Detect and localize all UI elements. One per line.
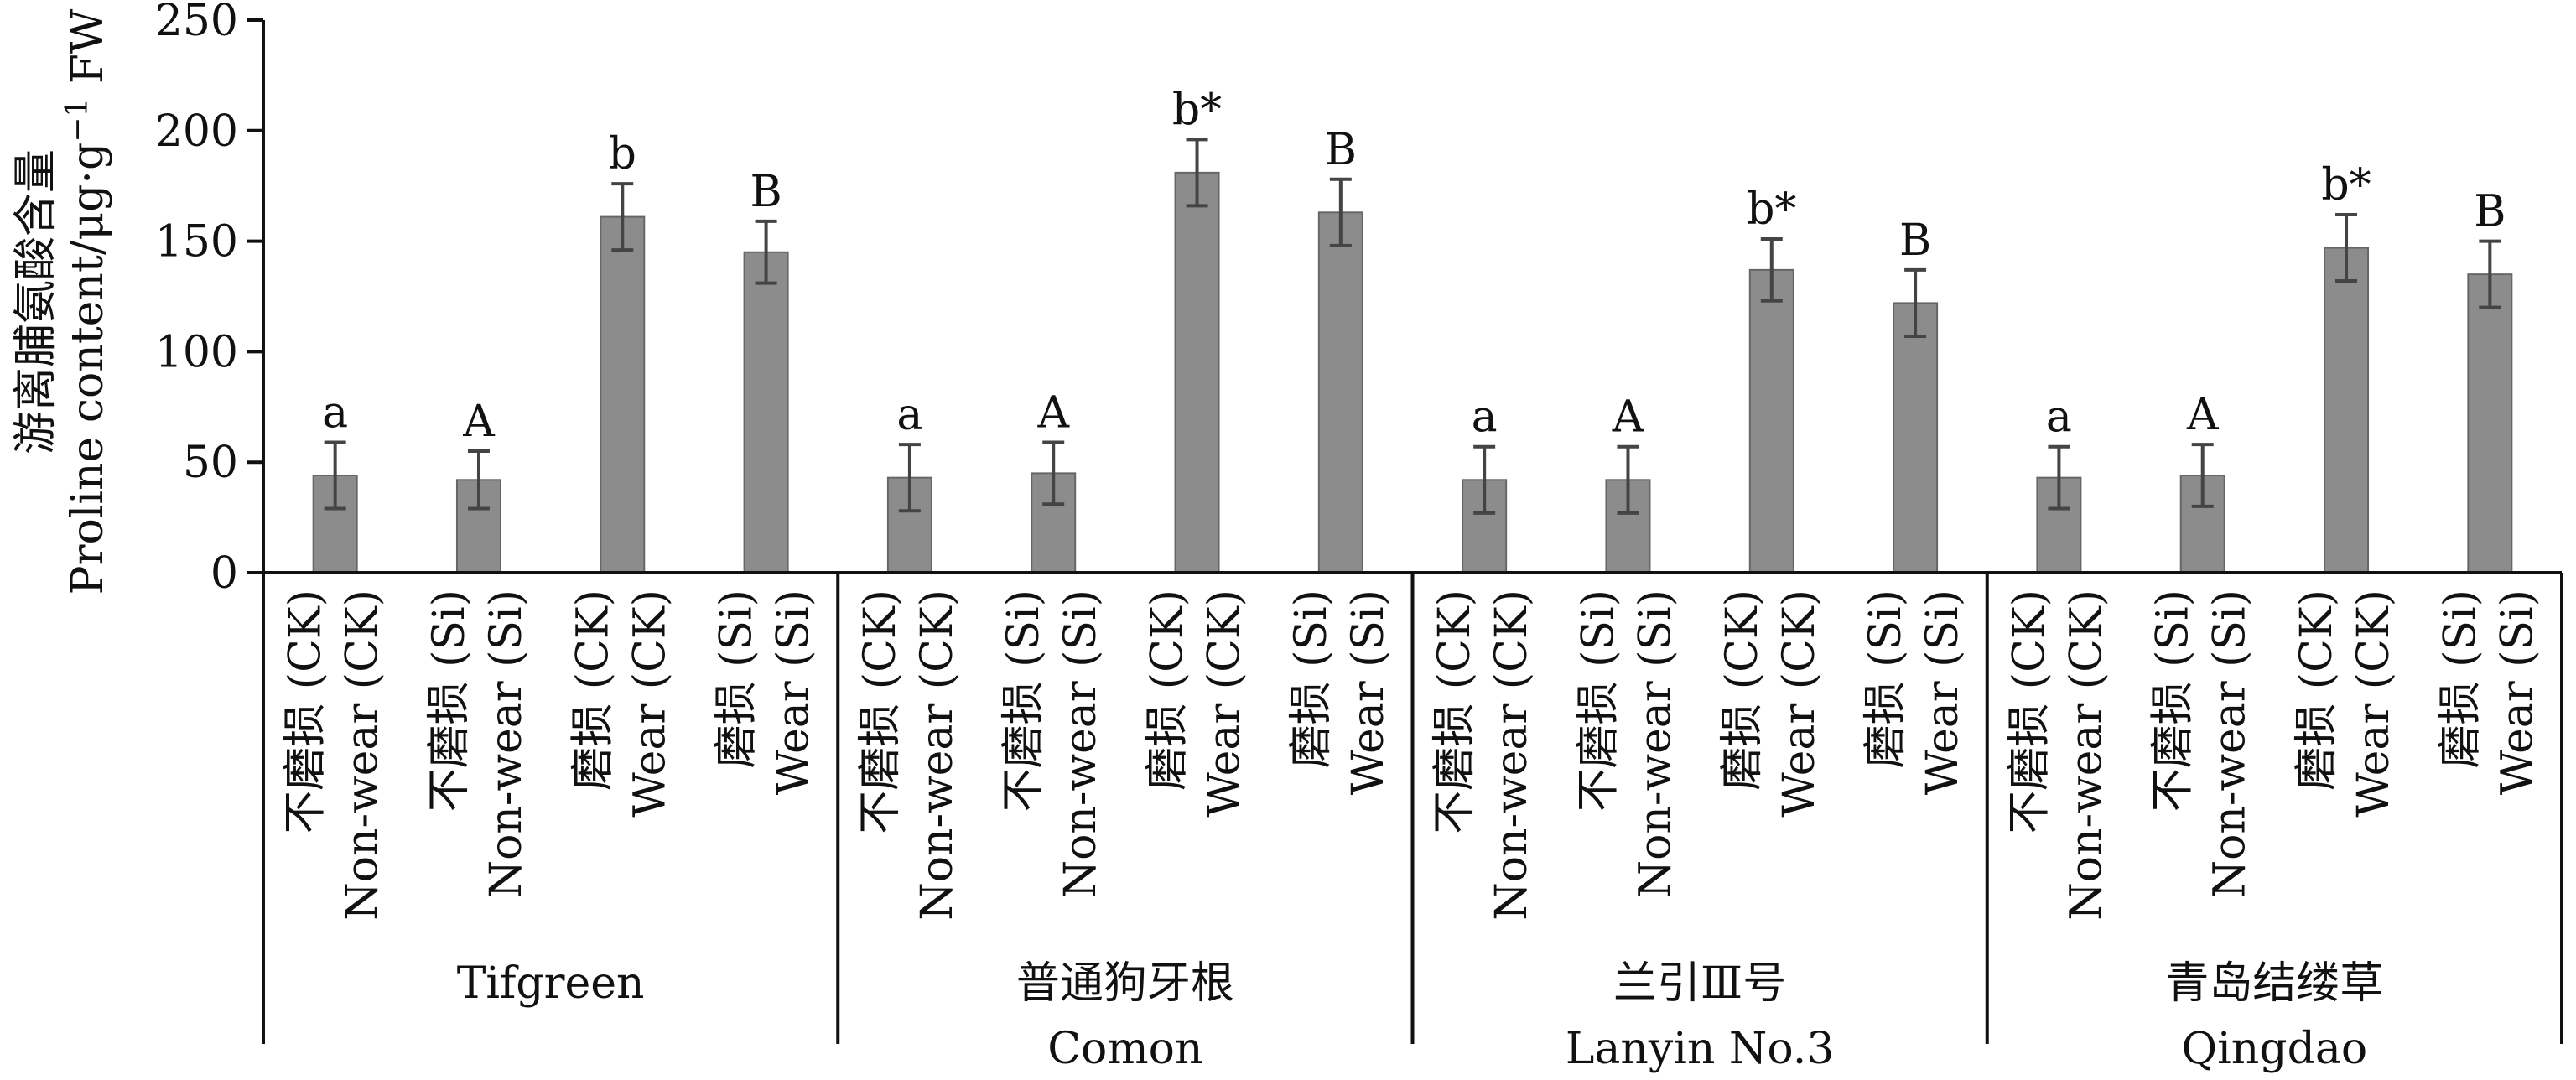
significance-label: b* — [1747, 184, 1796, 235]
category-label-en: Wear (CK) — [2349, 589, 2399, 818]
significance-label: A — [462, 397, 496, 447]
significance-label: B — [1899, 215, 1931, 266]
bar-2-3 — [1174, 171, 1220, 574]
category-label-cn: 不磨损 (CK) — [1430, 589, 1480, 834]
group-label-cn: 普通狗牙根 — [1016, 958, 1234, 1009]
bar-1-3 — [600, 215, 646, 574]
significance-label: b* — [2321, 160, 2371, 210]
significance-label: A — [2186, 390, 2220, 440]
group-label-en: Comon — [1047, 1024, 1202, 1074]
y-tick-label: 200 — [155, 106, 238, 157]
y-label-en: Proline content/μg·g−1 FW — [60, 8, 113, 595]
category-label-en: Non-wear (Si) — [481, 589, 532, 898]
category-label-en: Wear (Si) — [769, 589, 819, 795]
category-label-en: Non-wear (CK) — [1487, 589, 1537, 921]
group-label-en: Tifgreen — [457, 958, 645, 1009]
category-label-en: Wear (Si) — [1918, 589, 1968, 795]
significance-label: A — [1612, 392, 1645, 443]
bar-2-4 — [1317, 211, 1363, 574]
significance-label: A — [1036, 387, 1070, 438]
category-label-en: Non-wear (CK) — [338, 589, 388, 921]
category-label-cn: 不磨损 (CK) — [281, 589, 331, 834]
significance-label: a — [896, 390, 922, 440]
y-tick-label: 50 — [183, 438, 238, 488]
significance-label: b* — [1172, 85, 1222, 135]
category-label-cn: 不磨损 (Si) — [999, 589, 1049, 812]
category-label-cn: 磨损 (CK) — [568, 589, 618, 791]
significance-label: B — [750, 167, 782, 217]
category-label-cn: 不磨损 (Si) — [424, 589, 475, 812]
y-label-cn: 游离脯氨酸含量 — [11, 149, 61, 454]
category-label-cn: 磨损 (Si) — [1286, 589, 1337, 768]
bar-3-4 — [1893, 302, 1939, 574]
x-axis: 不磨损 (CK) Non-wear (CK) 不磨损 (Si) Non-wear (S… — [262, 571, 2563, 1074]
y-tick-label: 250 — [155, 0, 238, 46]
category-label-en: Non-wear (Si) — [1630, 589, 1680, 898]
group-label-en: Qingdao — [2182, 1024, 2368, 1074]
significance-label: a — [2046, 392, 2072, 443]
category-label-cn: 不磨损 (CK) — [2004, 589, 2054, 834]
category-label-en: Non-wear (CK) — [912, 589, 963, 921]
significance-label: b — [609, 129, 636, 179]
category-label-en: Non-wear (CK) — [2061, 589, 2111, 921]
significance-label: a — [322, 387, 348, 438]
category-label-cn: 磨损 (CK) — [1717, 589, 1768, 791]
bar-4-4 — [2467, 273, 2513, 574]
y-tick-label: 150 — [155, 217, 238, 267]
category-label-en: Wear (CK) — [1200, 589, 1250, 818]
group-label-cn: 兰引Ⅲ号 — [1613, 958, 1786, 1009]
bar-3-3 — [1748, 268, 1794, 574]
significance-label: a — [1472, 392, 1498, 443]
category-label-en: Wear (Si) — [1343, 589, 1394, 795]
y-tick-label: 100 — [155, 327, 238, 377]
category-label-en: Non-wear (Si) — [2205, 589, 2256, 898]
y-axis-label: 游离脯氨酸含量 Proline content/μg·g−1 FW — [11, 8, 113, 595]
bar-4-3 — [2324, 247, 2370, 574]
category-label-cn: 不磨损 (Si) — [2148, 589, 2199, 812]
category-label-cn: 不磨损 (CK) — [855, 589, 906, 834]
category-label-cn: 不磨损 (Si) — [1573, 589, 1623, 812]
category-label-en: Wear (CK) — [625, 589, 675, 818]
group-label-cn: 青岛结缕草 — [2165, 958, 2383, 1009]
group-label-en: Lanyin No.3 — [1566, 1024, 1835, 1074]
category-label-cn: 磨损 (Si) — [1861, 589, 1911, 768]
y-axis: 0 50 100 150 200 250 — [155, 0, 265, 599]
significance-label: B — [2474, 187, 2506, 237]
category-label-cn: 磨损 (Si) — [712, 589, 762, 768]
significance-label: B — [1325, 125, 1357, 175]
bar-1-4 — [743, 251, 789, 574]
bars: a Ab Ba Ab* Ba Ab* Ba Ab* B — [312, 85, 2513, 574]
category-label-en: Non-wear (Si) — [1056, 589, 1106, 898]
y-tick-label: 0 — [210, 548, 238, 599]
category-label-en: Wear (CK) — [1774, 589, 1825, 818]
category-label-cn: 磨损 (CK) — [2292, 589, 2342, 791]
category-label-cn: 磨损 (CK) — [1143, 589, 1193, 791]
category-label-en: Wear (Si) — [2492, 589, 2542, 795]
category-label-cn: 磨损 (Si) — [2435, 589, 2485, 768]
